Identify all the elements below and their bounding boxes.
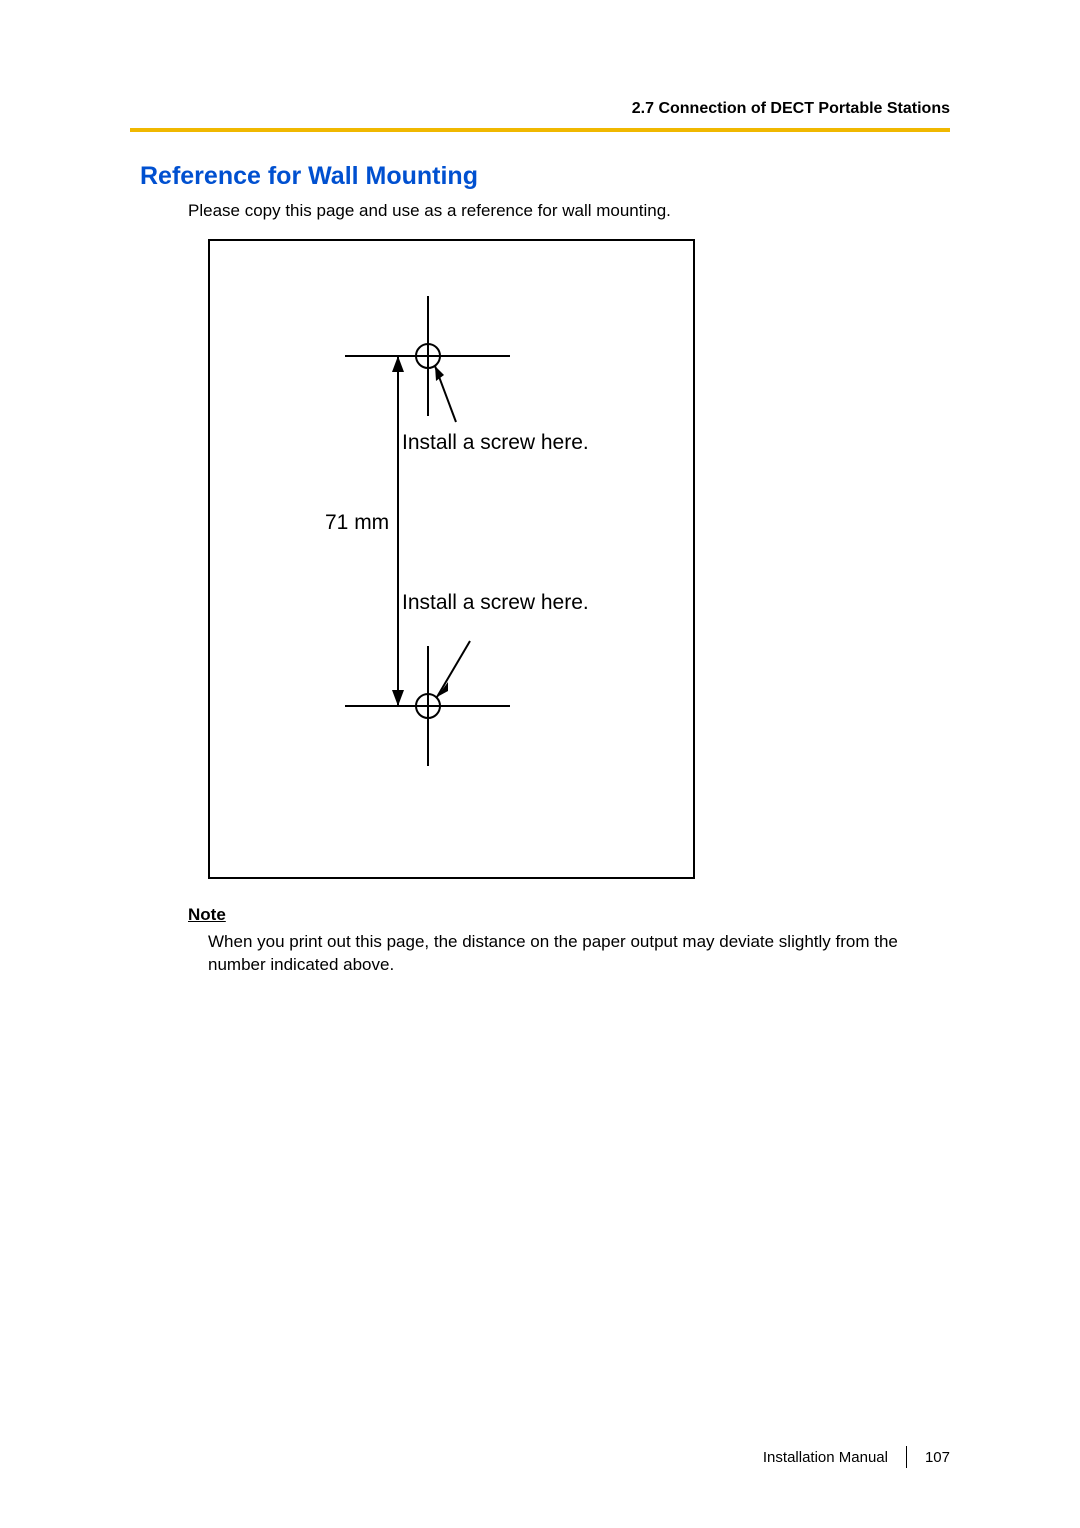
intro-text: Please copy this page and use as a refer…: [188, 201, 950, 221]
note-heading: Note: [188, 905, 950, 925]
label-distance: 71 mm: [325, 511, 389, 535]
diagram-wrap: Install a screw here. 71 mm Install a sc…: [208, 239, 950, 879]
diagram-svg: [210, 241, 697, 881]
note-body: When you print out this page, the distan…: [208, 931, 948, 977]
footer-manual: Installation Manual: [763, 1449, 888, 1466]
page-container: 2.7 Connection of DECT Portable Stations…: [0, 0, 1080, 1528]
page-title: Reference for Wall Mounting: [140, 162, 950, 191]
page-footer: Installation Manual 107: [763, 1446, 950, 1468]
footer-divider: [906, 1446, 907, 1468]
label-top-screw: Install a screw here.: [402, 431, 589, 455]
label-bottom-screw: Install a screw here.: [402, 591, 589, 615]
wall-mount-diagram: Install a screw here. 71 mm Install a sc…: [208, 239, 695, 879]
footer-page-number: 107: [925, 1449, 950, 1466]
section-header: 2.7 Connection of DECT Portable Stations: [130, 100, 950, 128]
header-rule: [130, 128, 950, 132]
